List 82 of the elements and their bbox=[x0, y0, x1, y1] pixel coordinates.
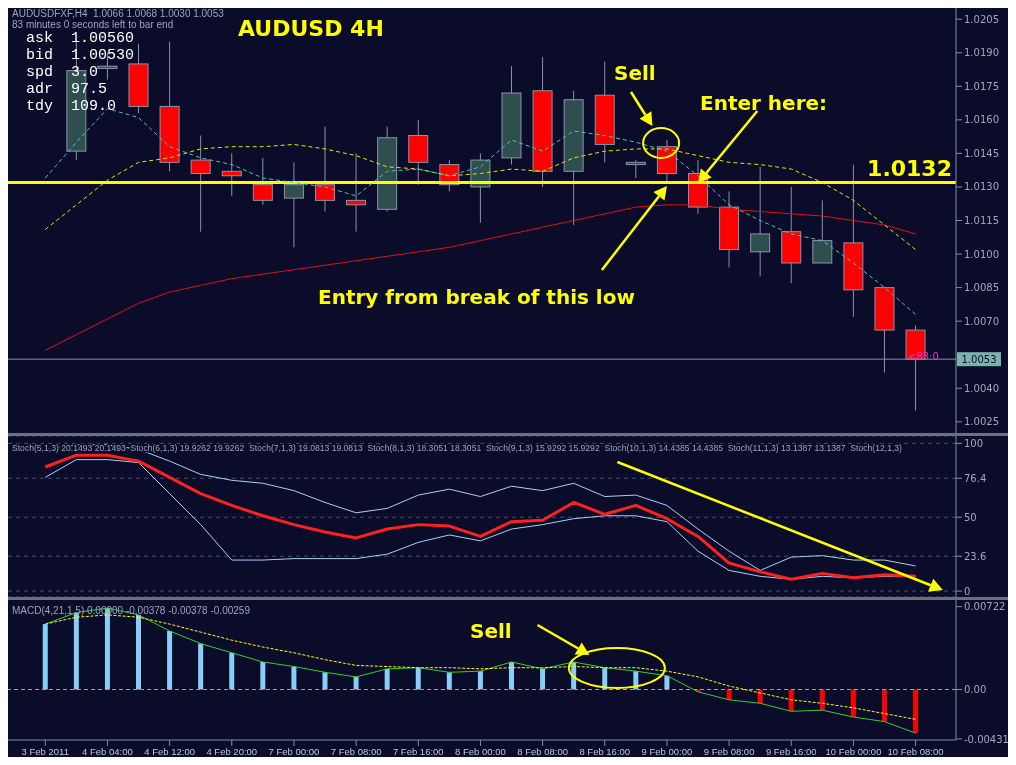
annotation: Stoch(5,1,3) 20.1493 20.1493 Stoch(6,1,3) 19.9262 19.9262 Stoch(7,1,3) 19.0813 19.0813 Stoch(8,1,3) 18.3051 18.3051 Stoch(9,1,3) 15.9292 15.9292 Stoch(10,1,3) 14.4385 14.4385 Stoch(11,1,3) 13.1387 13.1387 Stoch(12,1,3) bbox=[12, 443, 903, 453]
annotation: ask 1.00560 bbox=[26, 30, 135, 47]
candlestick bbox=[190, 135, 211, 233]
annotation: Entry from break of this low bbox=[318, 285, 635, 309]
bar bbox=[198, 643, 204, 690]
y-tick-label: 1.0190 bbox=[964, 47, 999, 59]
annotation: adr 97.5 bbox=[26, 81, 108, 98]
annotation: bid 1.00530 bbox=[26, 47, 135, 64]
bar bbox=[788, 689, 794, 712]
x-tick-label: 10 Feb 08:00 bbox=[887, 745, 944, 757]
bar bbox=[446, 672, 452, 690]
x-tick-label: 4 Feb 04:00 bbox=[82, 745, 133, 757]
ref-line-label: 1.0132 bbox=[867, 156, 952, 182]
x-tick-label: 9 Feb 08:00 bbox=[703, 745, 755, 757]
bar bbox=[322, 672, 328, 690]
y-tick-label: 1.0025 bbox=[964, 416, 999, 428]
x-tick-label: 9 Feb 16:00 bbox=[765, 745, 817, 757]
x-tick-label: 7 Feb 16:00 bbox=[392, 745, 444, 757]
bar bbox=[508, 661, 514, 690]
y-tick-label: 76.4 bbox=[964, 472, 987, 484]
bar bbox=[136, 614, 141, 690]
x-tick-label: 9 Feb 00:00 bbox=[641, 745, 693, 757]
y-tick-label: 1.0070 bbox=[964, 315, 999, 327]
bar bbox=[850, 689, 856, 718]
line-series bbox=[44, 204, 917, 351]
y-tick-label: 0.00 bbox=[964, 684, 987, 696]
y-tick-label: 0 bbox=[964, 585, 971, 597]
candlestick bbox=[283, 161, 304, 248]
x-tick-label: 4 Feb 12:00 bbox=[144, 745, 195, 757]
candlestick bbox=[812, 199, 833, 264]
x-tick-label: 3 Feb 2011 bbox=[21, 745, 69, 757]
candlestick bbox=[750, 166, 771, 277]
y-tick-label: 1.0145 bbox=[964, 147, 999, 159]
x-tick-label: 8 Feb 16:00 bbox=[579, 745, 631, 757]
annotation: Sell bbox=[470, 619, 512, 643]
y-tick-label: 1.0160 bbox=[964, 114, 999, 126]
bar bbox=[291, 666, 297, 690]
bar bbox=[229, 652, 235, 690]
y-tick-label: 1.0115 bbox=[964, 215, 999, 227]
x-tick-label: 8 Feb 00:00 bbox=[455, 745, 506, 757]
y-tick-label: 0.00722 bbox=[964, 601, 1006, 613]
y-tick-label: 1.0175 bbox=[964, 80, 999, 92]
x-tick-label: 10 Feb 00:00 bbox=[825, 745, 882, 757]
candlestick bbox=[346, 152, 367, 233]
candlestick bbox=[315, 126, 335, 213]
bar bbox=[477, 671, 483, 690]
y-tick-label: 1.0130 bbox=[964, 181, 999, 193]
annotation: Sell bbox=[614, 61, 656, 85]
annotation: 83 minutes 0 seconds left to bar end bbox=[12, 19, 174, 30]
y-tick-label: 1.0085 bbox=[964, 282, 999, 294]
bar bbox=[664, 675, 670, 690]
bar bbox=[384, 668, 390, 690]
annotation: tdy 109.0 bbox=[26, 98, 117, 115]
y-tick-label: 1.0205 bbox=[964, 13, 999, 25]
bar bbox=[353, 676, 359, 690]
chart-title: AUDUSD 4H bbox=[238, 16, 384, 41]
y-tick-label: 23.6 bbox=[964, 550, 987, 562]
x-tick-label: 4 Feb 20:00 bbox=[206, 745, 258, 757]
bar bbox=[881, 689, 887, 722]
x-tick-label: 8 Feb 08:00 bbox=[517, 745, 568, 757]
bar bbox=[42, 624, 48, 690]
y-tick-label: 50 bbox=[964, 511, 977, 523]
candlestick bbox=[252, 157, 273, 206]
x-tick-label: 7 Feb 00:00 bbox=[268, 745, 320, 757]
bar bbox=[913, 689, 919, 734]
annotation: AUDUSDFXF,H4 1.0066 1.0068 1.0030 1.0053 bbox=[12, 8, 225, 19]
line-series bbox=[44, 614, 917, 720]
bar bbox=[415, 667, 421, 690]
annotation: Enter here: bbox=[700, 91, 828, 115]
ref-line-label: 1.0053 bbox=[961, 354, 997, 366]
bar bbox=[540, 668, 546, 690]
annotation: spd 3.0 bbox=[26, 64, 99, 81]
x-tick-label: 7 Feb 08:00 bbox=[330, 745, 382, 757]
bar bbox=[167, 630, 173, 690]
bar bbox=[260, 661, 266, 690]
y-tick-label: -0.00431 bbox=[964, 733, 1009, 745]
y-tick-label: 100 bbox=[964, 437, 984, 449]
annotation: <83:0 bbox=[908, 351, 939, 362]
y-tick-label: 1.0100 bbox=[964, 248, 999, 260]
y-tick-label: 1.0040 bbox=[964, 382, 999, 394]
candlestick bbox=[221, 152, 242, 197]
bar bbox=[819, 689, 825, 711]
